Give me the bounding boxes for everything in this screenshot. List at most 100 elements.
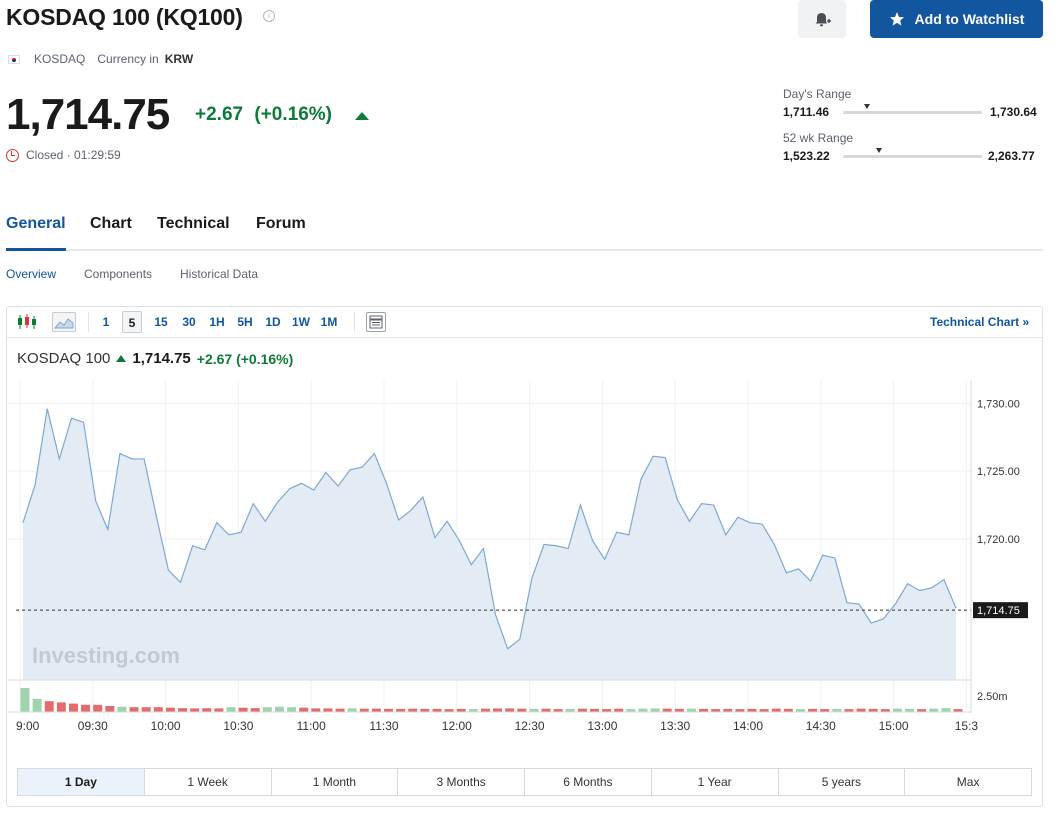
volume-bar <box>274 706 284 712</box>
volume-bar <box>565 708 575 712</box>
interval-1[interactable]: 1 <box>102 315 110 329</box>
volume-bar <box>868 708 878 712</box>
week52-range-marker <box>876 148 883 153</box>
volume-bar <box>929 708 939 712</box>
volume-bar <box>178 708 188 712</box>
interval-15[interactable]: 15 <box>154 315 168 329</box>
week52-range-bar <box>843 155 982 158</box>
volume-bar <box>468 709 478 712</box>
volume-bar <box>783 708 793 712</box>
period-5-years[interactable]: 5 years <box>779 769 906 795</box>
candlestick-icon <box>18 314 36 329</box>
price-line <box>22 408 957 650</box>
period-1-year[interactable]: 1 Year <box>652 769 779 795</box>
interval-30[interactable]: 30 <box>182 315 196 329</box>
legend-change: +2.67 (+0.16%) <box>196 350 294 367</box>
price-alert-button[interactable] <box>798 0 846 38</box>
x-tick-label: 11:00 <box>297 719 326 733</box>
volume-bar <box>674 708 684 712</box>
volume-bar <box>493 708 503 712</box>
volume-bar <box>68 703 78 712</box>
day-range-high: 1,730.64 <box>990 105 1037 119</box>
volume-bar <box>650 708 660 712</box>
volume-bar <box>347 708 357 712</box>
legend-name: KOSDAQ 100 <box>17 350 111 367</box>
instrument-meta: KOSDAQ Currency in KRW <box>8 52 193 66</box>
tab-chart[interactable]: Chart <box>90 215 132 232</box>
volume-bar <box>505 708 515 712</box>
volume-bar <box>32 698 42 712</box>
period-1-month[interactable]: 1 Month <box>272 769 399 795</box>
x-tick-label: 9:00 <box>16 719 40 733</box>
week52-range-low: 1,523.22 <box>783 149 830 163</box>
x-tick-label: 15:00 <box>879 719 909 733</box>
period-1-day[interactable]: 1 Day <box>18 769 145 795</box>
add-to-watchlist-button[interactable]: Add to Watchlist <box>870 0 1043 38</box>
volume-bar <box>190 708 200 712</box>
volume-bar <box>941 708 951 712</box>
tab-forum[interactable]: Forum <box>256 215 306 232</box>
interval-1w[interactable]: 1W <box>292 315 310 329</box>
subtab-overview[interactable]: Overview <box>6 267 57 281</box>
volume-axis-label: 2.50m <box>977 691 1008 703</box>
interval-1h[interactable]: 1H <box>209 315 225 329</box>
star-icon <box>889 12 904 26</box>
table-view-button[interactable] <box>366 312 386 332</box>
volume-bar <box>323 708 333 712</box>
interval-1d[interactable]: 1D <box>265 315 281 329</box>
volume-bar <box>129 707 139 712</box>
period-selector: 1 Day 1 Week 1 Month 3 Months 6 Months 1… <box>17 768 1032 796</box>
tab-general[interactable]: General <box>6 215 66 232</box>
volume-bar <box>287 707 297 712</box>
volume-bar <box>541 708 551 712</box>
clock-icon <box>6 148 19 162</box>
currency-prefix: Currency in <box>97 52 159 66</box>
volume-bar <box>20 688 30 712</box>
volume-bar <box>250 708 260 712</box>
period-1-week[interactable]: 1 Week <box>145 769 272 795</box>
volume-bar <box>371 708 381 712</box>
y-tick-label: 1,730.00 <box>977 398 1020 410</box>
day-range-low: 1,711.46 <box>783 105 830 119</box>
chart-panel <box>6 306 1043 807</box>
volume-bar <box>56 702 66 712</box>
volume-bar <box>420 708 430 712</box>
x-tick-label: 09:30 <box>78 719 108 733</box>
volume-bar <box>638 708 648 712</box>
volume-bar <box>892 708 902 712</box>
volume-bar <box>359 708 369 712</box>
subtab-historical-data[interactable]: Historical Data <box>180 267 259 281</box>
volume-bar <box>165 707 175 712</box>
interval-5h[interactable]: 5H <box>237 315 253 329</box>
volume-bar <box>759 709 769 712</box>
period-3-months[interactable]: 3 Months <box>398 769 525 795</box>
info-icon[interactable]: i <box>263 10 275 22</box>
technical-chart-link[interactable]: Technical Chart » <box>930 315 1030 329</box>
volume-bar <box>699 708 709 712</box>
x-tick-label: 10:00 <box>151 719 181 733</box>
price-chart[interactable]: 1,730.00 1,725.00 1,720.00 Investing.com 1,7… <box>8 380 1038 740</box>
period-6-months[interactable]: 6 Months <box>525 769 652 795</box>
period-max[interactable]: Max <box>956 775 980 789</box>
change-value: +2.67 <box>195 104 244 125</box>
volume-bar <box>905 708 915 712</box>
interval-5[interactable]: 5 <box>122 311 142 333</box>
volume-bar <box>820 709 830 712</box>
volume-bar <box>262 707 272 712</box>
volume-bar <box>44 701 54 712</box>
table-icon <box>369 315 383 329</box>
interval-1m[interactable]: 1M <box>320 315 338 329</box>
subtab-components[interactable]: Components <box>84 267 153 281</box>
x-tick-label: 10:30 <box>223 719 253 733</box>
volume-bar <box>396 708 406 712</box>
volume-bar <box>517 708 527 712</box>
volume-bar <box>686 708 696 712</box>
last-price: 1,714.75 <box>6 90 170 139</box>
area-chart-button[interactable] <box>52 312 76 332</box>
tab-technical[interactable]: Technical <box>157 215 230 232</box>
price-area-fill <box>23 408 956 680</box>
candlestick-chart-button[interactable] <box>16 312 38 332</box>
volume-bar <box>844 709 854 712</box>
volume-bar <box>311 708 321 712</box>
day-range-bar <box>843 111 982 114</box>
